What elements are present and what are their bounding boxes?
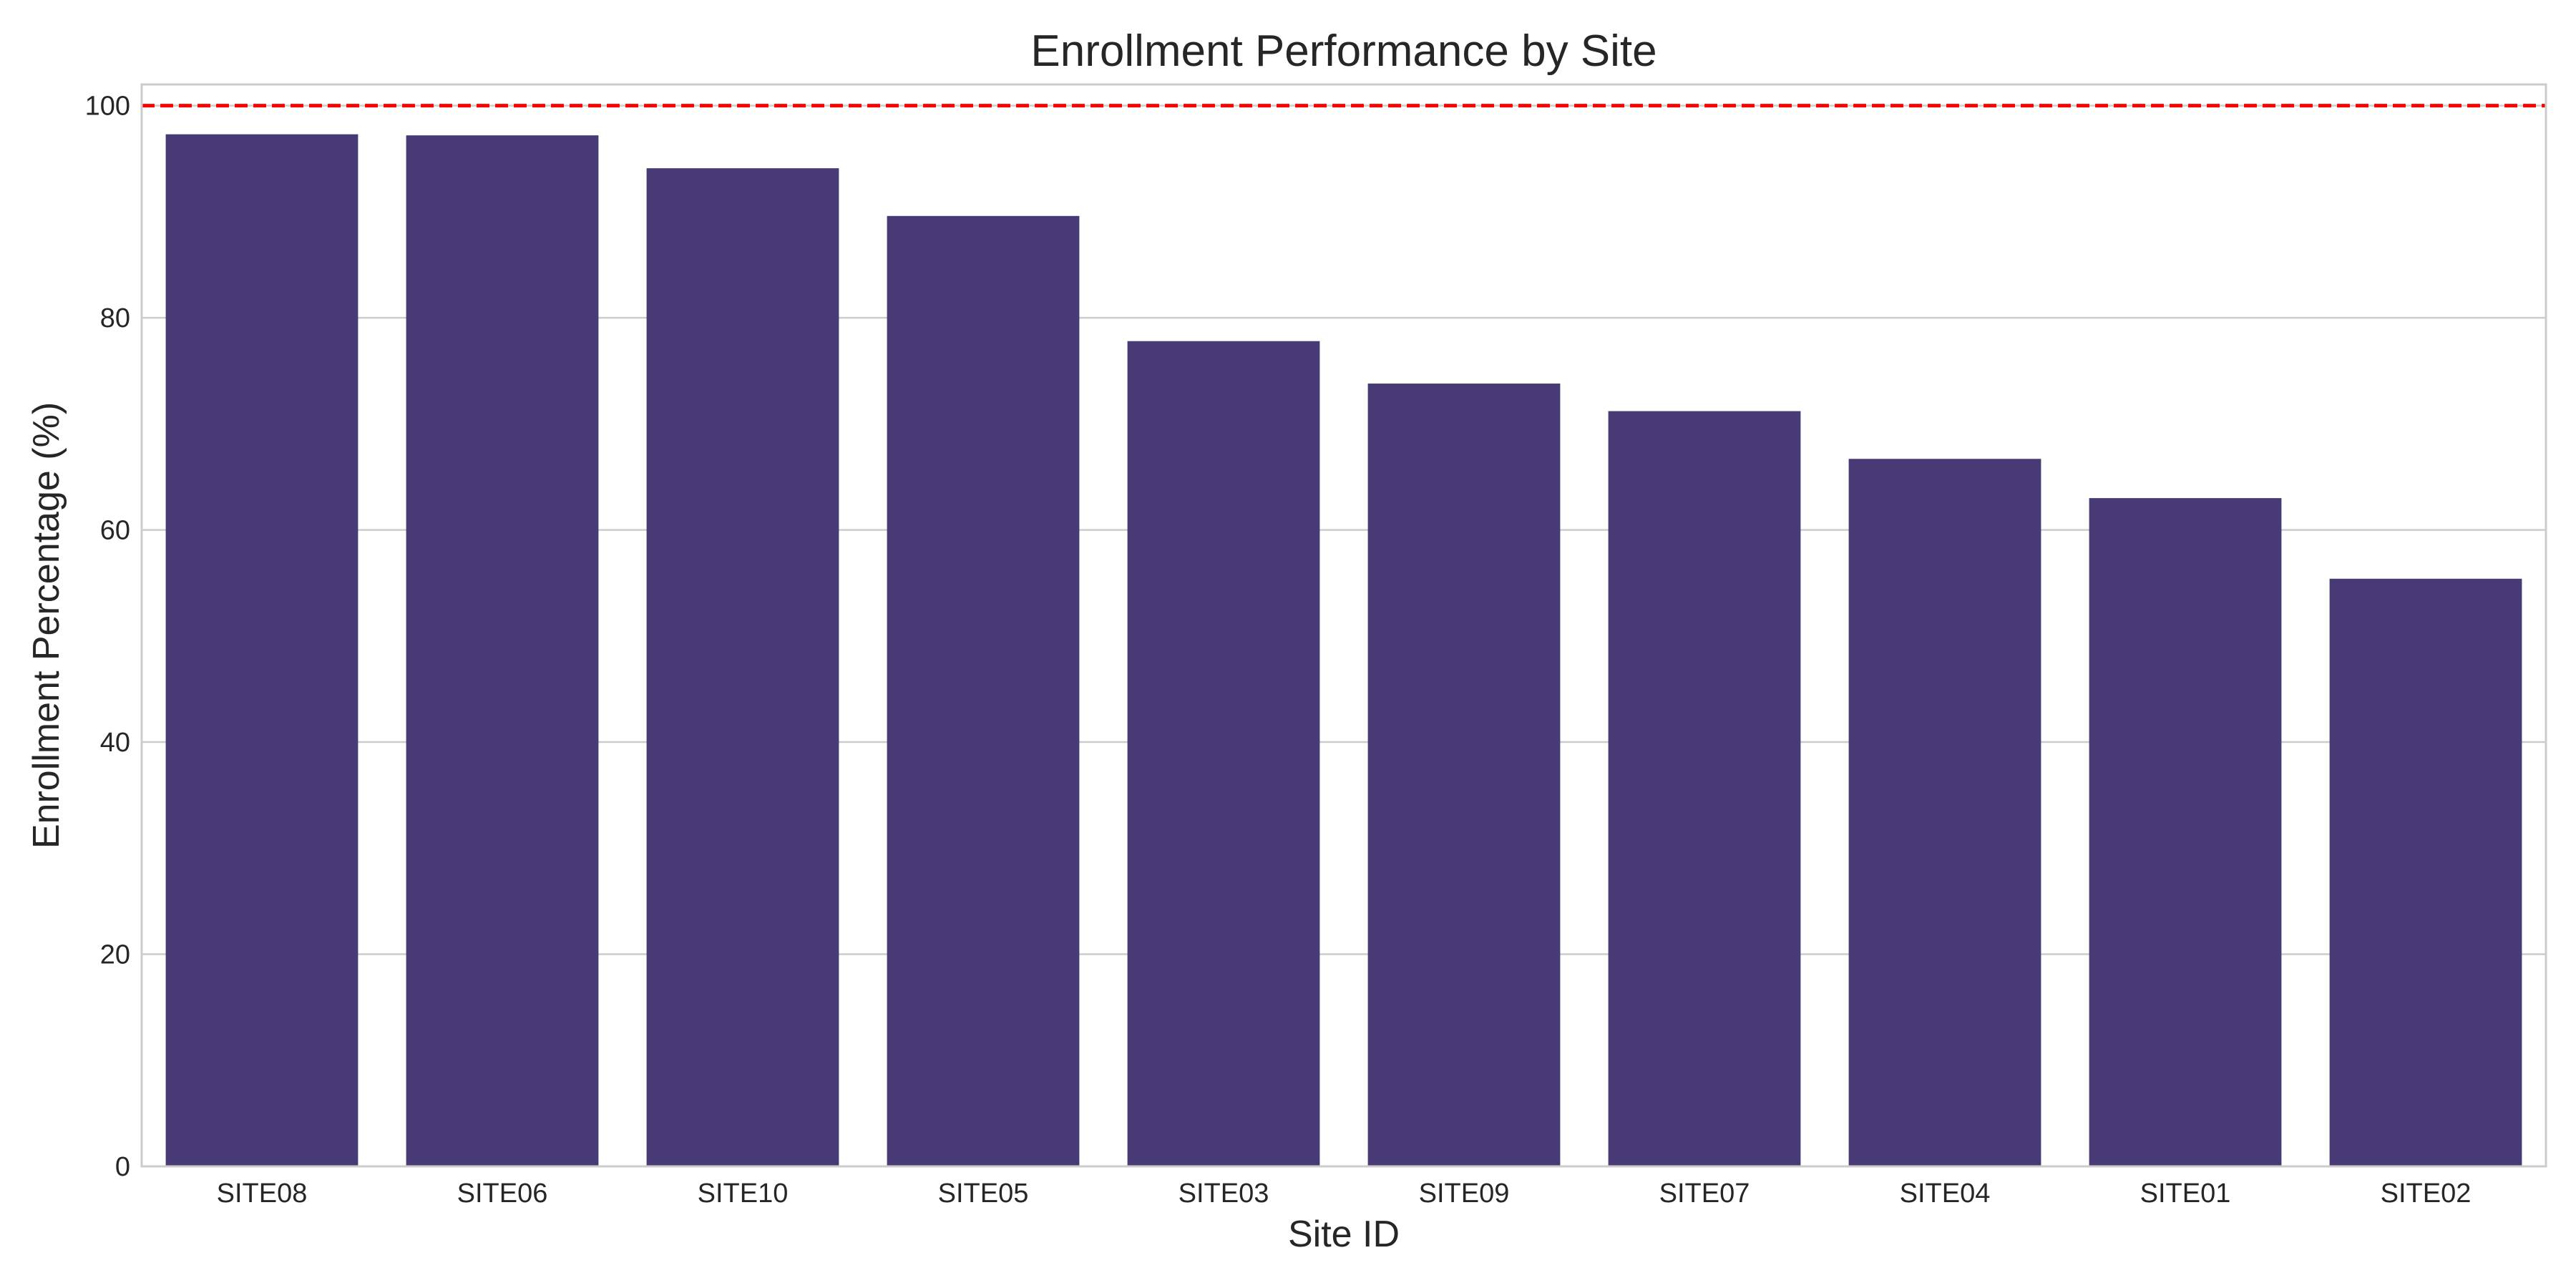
x-tick-label: SITE05 [938,1179,1029,1209]
x-tick-label: SITE06 [457,1179,548,1209]
y-tick-label: 100 [85,92,130,122]
x-tick-label: SITE10 [698,1179,789,1209]
y-axis-label: Enrollment Percentage (%) [26,402,67,849]
x-tick-labels: SITE08 SITE06 SITE10 SITE05 SITE03 SITE09 SITE… [217,1179,2472,1209]
bar-site03 [1127,341,1320,1167]
bar-site04 [1848,459,2041,1166]
y-tick-labels: 0 20 40 60 80 100 [85,92,130,1182]
x-tick-label: SITE08 [217,1179,308,1209]
bar-site09 [1367,384,1561,1166]
y-tick-label: 0 [115,1152,130,1182]
bar-site08 [165,134,358,1166]
x-tick-label: SITE03 [1179,1179,1269,1209]
y-tick-label: 20 [100,940,130,970]
x-tick-label: SITE07 [1659,1179,1750,1209]
bar-site01 [2089,498,2282,1166]
plot-frame [140,83,2547,1168]
y-tick-label: 80 [100,303,130,333]
x-tick-label: SITE04 [1900,1179,1991,1209]
y-tick-label: 60 [100,516,130,546]
x-tick-label: SITE09 [1419,1179,1510,1209]
bar-site07 [1608,411,1801,1166]
x-axis-label: Site ID [1288,1214,1400,1255]
chart-title: Enrollment Performance by Site [1030,26,1657,76]
x-tick-label: SITE01 [2140,1179,2231,1209]
x-tick-label: SITE02 [2381,1179,2472,1209]
bar-site06 [406,135,599,1166]
bars [165,134,2522,1167]
y-tick-label: 40 [100,728,130,758]
bar-site05 [887,215,1080,1166]
bar-site10 [646,168,839,1167]
bar-site02 [2329,578,2522,1166]
